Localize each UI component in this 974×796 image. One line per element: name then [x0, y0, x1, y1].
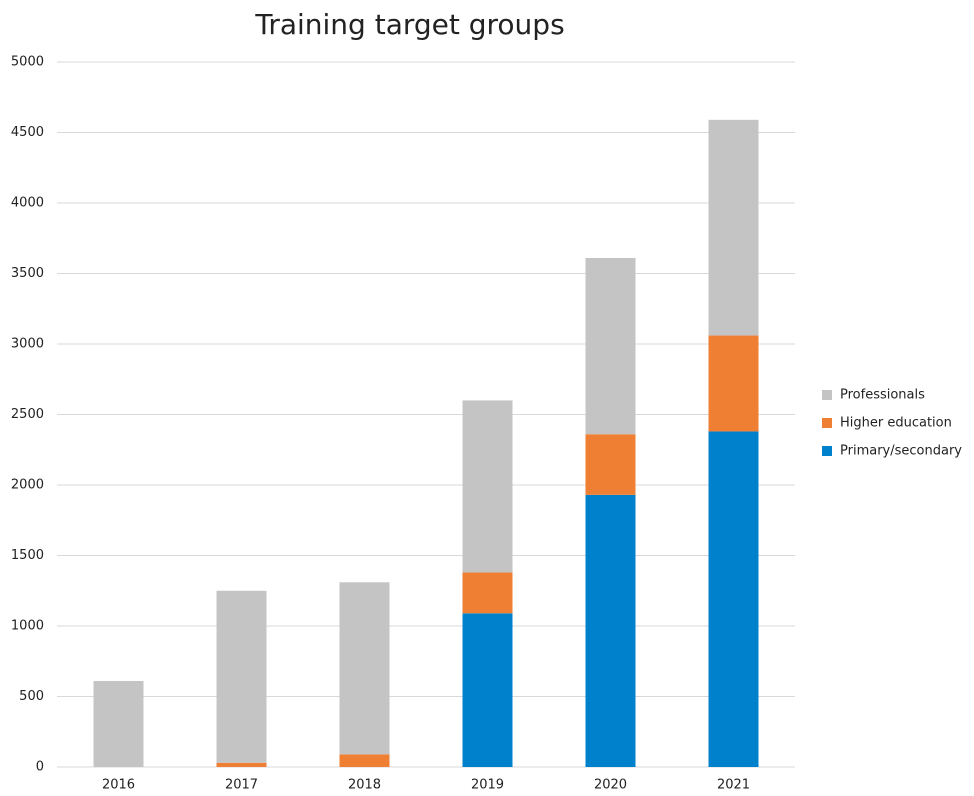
x-tick-label: 2018: [348, 778, 381, 793]
x-tick-label: 2021: [717, 778, 750, 793]
y-tick-label: 0: [36, 760, 44, 775]
legend-swatch: [822, 446, 832, 456]
legend-label: Primary/secondary: [840, 444, 962, 459]
y-tick-label: 4500: [11, 125, 44, 140]
bar-segment: [339, 754, 390, 767]
bar-segment: [462, 400, 513, 573]
y-tick-label: 1000: [11, 619, 44, 634]
x-tick-label: 2019: [471, 778, 504, 793]
x-tick-label: 2016: [102, 778, 135, 793]
bar-segment: [585, 494, 636, 767]
bar-segment: [708, 119, 759, 336]
bar-segment: [708, 335, 759, 432]
legend-label: Higher education: [840, 416, 952, 431]
bar-segment: [216, 590, 267, 763]
chart-title: Training target groups: [254, 8, 564, 41]
bar-segment: [216, 762, 267, 767]
bar-segment: [339, 582, 390, 755]
y-tick-label: 2500: [11, 407, 44, 422]
y-tick-label: 4000: [11, 196, 44, 211]
bar-segment: [462, 572, 513, 614]
bar-segment: [93, 680, 144, 767]
bar-segment: [585, 434, 636, 495]
y-tick-label: 5000: [11, 55, 44, 70]
legend-swatch: [822, 390, 832, 400]
x-tick-label: 2020: [594, 778, 627, 793]
legend-swatch: [822, 418, 832, 428]
legend-label: Professionals: [840, 388, 925, 403]
y-tick-label: 1500: [11, 548, 44, 563]
y-tick-label: 3000: [11, 337, 44, 352]
bar-segment: [708, 431, 759, 767]
y-tick-label: 3500: [11, 266, 44, 281]
x-tick-label: 2017: [225, 778, 258, 793]
bar-segment: [585, 257, 636, 435]
bar-segment: [462, 613, 513, 767]
y-tick-label: 500: [19, 689, 44, 704]
y-tick-label: 2000: [11, 478, 44, 493]
